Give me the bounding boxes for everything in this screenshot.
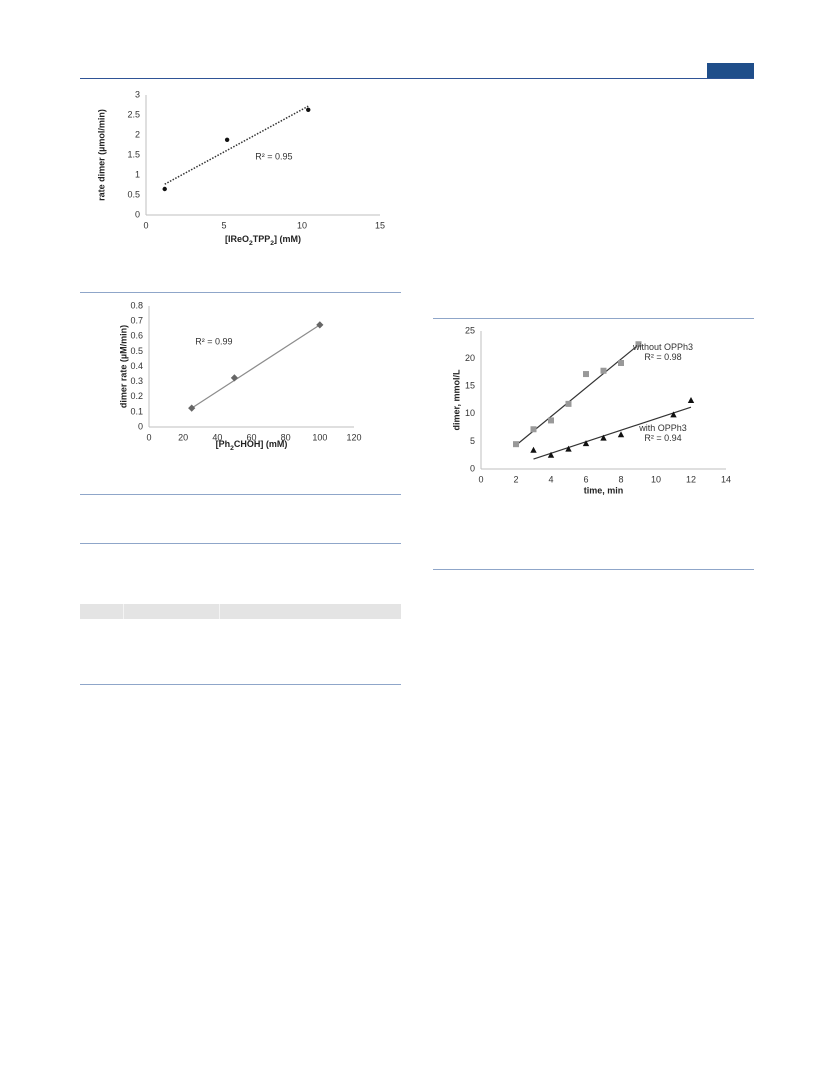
x-tick-label: 0 bbox=[146, 432, 151, 442]
data-point bbox=[617, 431, 625, 438]
y-tick-label: 25 bbox=[465, 325, 475, 335]
trendline bbox=[533, 406, 692, 460]
header-tab-block bbox=[707, 63, 754, 78]
x-tick-label: 14 bbox=[721, 474, 731, 484]
y-tick-label: 0 bbox=[138, 421, 143, 431]
y-tick-label: 3 bbox=[135, 89, 140, 99]
divider-rule bbox=[433, 569, 754, 570]
data-point bbox=[530, 426, 537, 433]
data-point bbox=[224, 137, 230, 142]
data-point bbox=[670, 411, 677, 418]
x-tick-label: 8 bbox=[618, 474, 623, 484]
x-axis-title: [IReO2TPP2] (mM) bbox=[225, 234, 301, 247]
y-axis-title: rate dimer (µmol/min) bbox=[96, 109, 106, 201]
data-point bbox=[513, 441, 519, 448]
x-tick-label: 10 bbox=[651, 474, 661, 484]
data-point bbox=[188, 404, 196, 412]
y-tick-label: 1.5 bbox=[127, 149, 140, 159]
y-axis-title: dimer rate (µM/min) bbox=[118, 325, 128, 408]
y-tick-label: 0.1 bbox=[130, 406, 143, 416]
y-tick-label: 0.6 bbox=[130, 331, 143, 341]
x-tick-label: 10 bbox=[297, 220, 307, 230]
header-rule bbox=[80, 78, 754, 79]
data-point bbox=[565, 445, 572, 452]
trendline bbox=[191, 324, 321, 409]
chart3-svg: 0 2 4 6 8 10 12 14 0 5 10 15 20 25 time, min dimer, mmo… bbox=[451, 325, 731, 495]
x-tick-label: 100 bbox=[312, 432, 327, 442]
data-point bbox=[618, 360, 624, 367]
y-tick-label: 0 bbox=[470, 463, 475, 473]
y-tick-label: 0.7 bbox=[130, 316, 143, 326]
data-point bbox=[162, 186, 167, 192]
y-tick-label: 2.5 bbox=[127, 109, 140, 119]
data-point bbox=[583, 371, 589, 378]
y-tick-label: 0 bbox=[135, 209, 140, 219]
data-point bbox=[548, 417, 554, 424]
y-tick-label: 20 bbox=[465, 353, 475, 363]
x-tick-label: 15 bbox=[375, 220, 385, 230]
data-point bbox=[565, 400, 572, 407]
x-tick-label: 20 bbox=[178, 432, 188, 442]
y-tick-label: 0.3 bbox=[130, 376, 143, 386]
y-tick-label: 0.5 bbox=[127, 189, 140, 199]
y-tick-label: 0.4 bbox=[130, 361, 143, 371]
x-tick-label: 120 bbox=[346, 432, 361, 442]
table-header-band bbox=[80, 604, 401, 619]
chart2-svg: 0 20 40 60 80 100 120 0 0.1 0.2 0.3 0.4 0.5 0.6 0.7 0.8… bbox=[118, 300, 361, 452]
x-tick-label: 6 bbox=[583, 474, 588, 484]
data-point bbox=[547, 451, 555, 458]
data-point bbox=[230, 374, 239, 382]
x-axis-title: time, min bbox=[584, 485, 624, 495]
y-tick-label: 0.5 bbox=[130, 346, 143, 356]
annotation-label: R² = 0.99 bbox=[195, 337, 232, 347]
divider-rule bbox=[80, 494, 401, 495]
x-axis-title: [Ph2CHOH] (mM) bbox=[216, 439, 288, 452]
data-point bbox=[306, 107, 311, 113]
data-point bbox=[687, 397, 695, 404]
data-point bbox=[635, 341, 642, 348]
annotation-label: without OPPh3 bbox=[632, 342, 693, 352]
x-tick-label: 5 bbox=[221, 220, 226, 230]
data-point bbox=[316, 321, 324, 329]
chart1-svg: 0 5 10 15 0 0.5 1 1.5 2 2.5 3 [IReO2TPP2] (mM) rate … bbox=[96, 89, 385, 247]
chart-rate-vs-ireo2tpp2: 0 5 10 15 0 0.5 1 1.5 2 2.5 3 [IReO2TPP2] (mM) rate … bbox=[0, 0, 833, 300]
x-tick-label: 0 bbox=[143, 220, 148, 230]
x-tick-label: 80 bbox=[281, 432, 291, 442]
y-axis-title: dimer, mmol/L bbox=[451, 369, 461, 431]
y-tick-label: 15 bbox=[465, 381, 475, 391]
data-point bbox=[530, 446, 537, 453]
trendline bbox=[164, 105, 309, 185]
y-tick-label: 1 bbox=[135, 169, 140, 179]
x-tick-label: 2 bbox=[513, 474, 518, 484]
annotation-label: with OPPh3 bbox=[638, 423, 687, 433]
x-tick-label: 4 bbox=[548, 474, 553, 484]
divider-rule bbox=[80, 684, 401, 685]
divider-rule bbox=[80, 292, 401, 293]
chart-rate-vs-ph2choh: 0 20 40 60 80 100 120 0 0.1 0.2 0.3 0.4 0.5 0.6 0.7 0.8… bbox=[0, 0, 833, 460]
divider-rule bbox=[433, 318, 754, 319]
x-tick-label: 40 bbox=[212, 432, 222, 442]
y-tick-label: 2 bbox=[135, 129, 140, 139]
y-tick-label: 0.8 bbox=[130, 300, 143, 310]
data-point bbox=[600, 367, 607, 374]
x-tick-label: 0 bbox=[478, 474, 483, 484]
y-tick-label: 5 bbox=[470, 436, 475, 446]
x-tick-label: 12 bbox=[686, 474, 696, 484]
annotation-label: R² = 0.95 bbox=[255, 151, 292, 161]
y-tick-label: 10 bbox=[465, 408, 475, 418]
x-tick-label: 60 bbox=[246, 432, 256, 442]
data-point bbox=[600, 434, 607, 441]
divider-rule bbox=[80, 543, 401, 544]
y-tick-label: 0.2 bbox=[130, 391, 143, 401]
chart-dimer-vs-time: 0 2 4 6 8 10 12 14 0 5 10 15 20 25 time, min dimer, mmo… bbox=[0, 0, 833, 520]
data-point bbox=[582, 440, 590, 447]
annotation-label: R² = 0.98 bbox=[644, 352, 681, 362]
annotation-label: R² = 0.94 bbox=[644, 433, 681, 443]
